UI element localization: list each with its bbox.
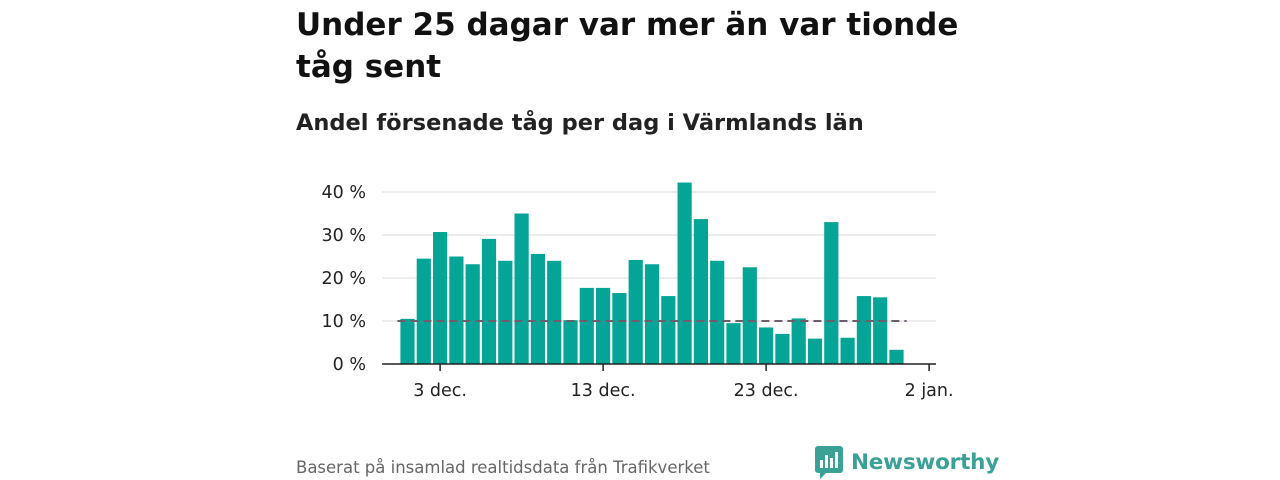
bar (449, 256, 464, 364)
x-tick-label: 2 jan. (905, 381, 954, 401)
bar (873, 297, 888, 364)
y-tick-label: 40 % (322, 183, 366, 203)
y-tick-label: 20 % (322, 269, 366, 289)
bar (563, 320, 578, 364)
bar (514, 213, 529, 364)
chart-title: Under 25 dagar var mer än var tionde tåg… (296, 7, 959, 85)
bar (644, 264, 660, 364)
bar (661, 296, 676, 364)
y-tick-label: 10 % (322, 312, 366, 332)
bar (465, 264, 480, 364)
bar (547, 260, 562, 364)
chart-subtitle: Andel försenade tåg per dag i Värmlands … (296, 110, 864, 136)
bar (807, 338, 823, 364)
bar (759, 327, 774, 364)
bar (889, 349, 904, 364)
source-note: Baserat på insamlad realtidsdata från Tr… (296, 458, 710, 477)
brand-name: Newsworthy (851, 450, 1000, 475)
bar (693, 219, 708, 364)
bar (726, 323, 741, 364)
x-tick-label: 13 dec. (571, 381, 636, 401)
bar (710, 260, 725, 364)
bar (596, 287, 611, 364)
bar (742, 267, 757, 364)
bar (612, 293, 627, 364)
x-tick-label: 3 dec. (413, 381, 467, 401)
brand-logo-lockup[interactable]: Newsworthy (815, 446, 999, 479)
bar (498, 260, 513, 364)
bar (481, 238, 497, 364)
y-tick-label: 0 % (333, 355, 366, 375)
x-tick-label: 23 dec. (734, 381, 799, 401)
bar (840, 337, 855, 364)
newsworthy-logo-icon (815, 446, 843, 479)
bar (628, 259, 643, 364)
chart-card: Under 25 dagar var mer än var tionde tåg… (296, 0, 999, 480)
y-tick-label: 30 % (322, 226, 366, 246)
bar (579, 287, 594, 364)
bar (677, 182, 692, 364)
bar (791, 318, 806, 364)
bar (856, 296, 871, 364)
bar (400, 318, 415, 364)
bar-chart: 0 % 10 % 20 % 30 % 40 % 3 dec. 13 dec. 23 dec. 2… (322, 182, 954, 401)
bar (433, 231, 448, 364)
bar (416, 258, 431, 364)
bar (530, 253, 545, 364)
bar (775, 333, 790, 364)
bar (824, 222, 839, 364)
